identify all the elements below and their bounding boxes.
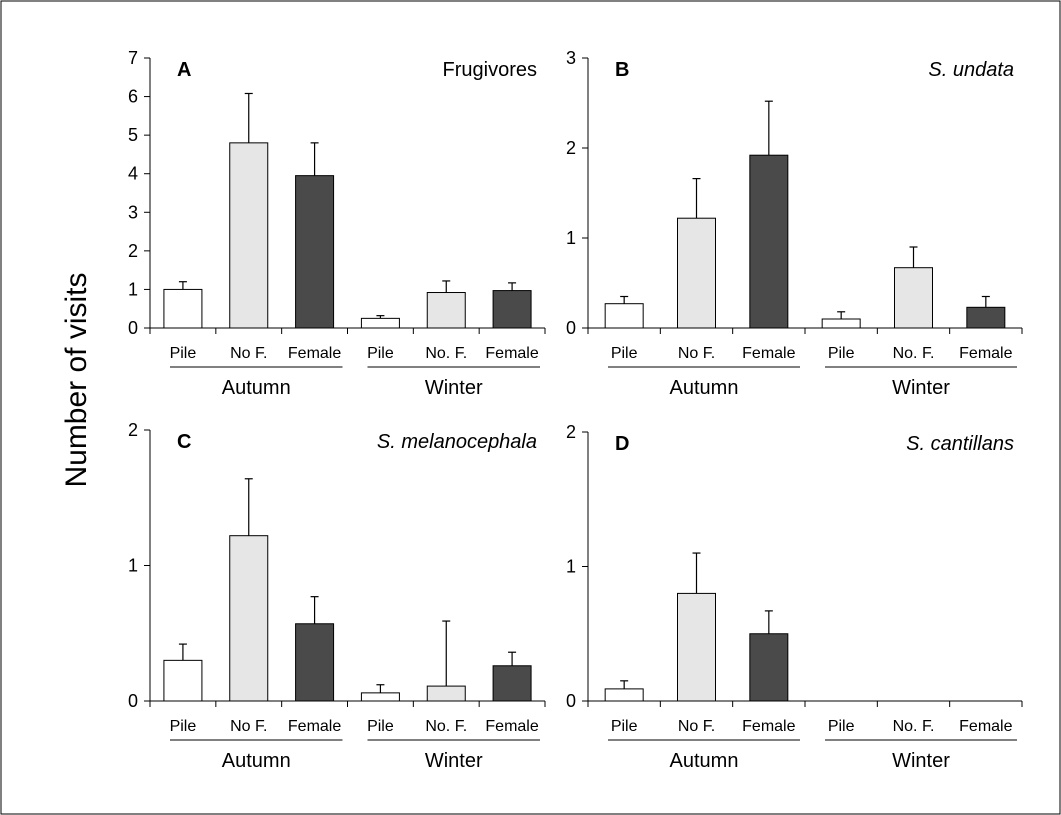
category-label: Pile [828, 345, 855, 362]
y-tick-label: 2 [128, 241, 138, 261]
y-axis-label: Number of visits [60, 272, 93, 487]
panel-a: 0 1 2 3 4 5 6 7 A Frugivores Pile No F. Female Autumn… [128, 48, 546, 399]
category-label: Pile [367, 718, 394, 735]
category-label: Pile [170, 345, 197, 362]
panel-title: S. cantillans [906, 433, 1014, 455]
group-label: Winter [892, 750, 950, 772]
group-label: Winter [425, 750, 483, 772]
y-tick-label: 1 [128, 556, 138, 576]
y-tick-label: 1 [566, 557, 576, 577]
group-label: Autumn [670, 377, 739, 399]
panel-letter: A [177, 59, 191, 81]
category-label: Female [288, 345, 341, 362]
bar [295, 623, 335, 702]
category-label: No F. [230, 345, 267, 362]
category-label: Pile [367, 345, 394, 362]
bar [426, 685, 466, 702]
bar [894, 267, 933, 329]
bar [966, 306, 1006, 329]
y-tick-label: 3 [128, 202, 138, 222]
bar [821, 318, 861, 329]
bar [749, 154, 789, 329]
category-label: Female [485, 345, 538, 362]
category-label: Pile [611, 718, 638, 735]
y-tick-label: 6 [128, 87, 138, 107]
category-label: Female [288, 718, 341, 735]
panel-c: 0 1 2 C S. melanocephala Pile No F. Female Autum… [128, 420, 546, 772]
bar [604, 303, 644, 329]
y-tick-label: 1 [566, 228, 576, 248]
bar [163, 659, 203, 702]
y-tick-label: 0 [566, 691, 576, 711]
category-label: No. F. [425, 718, 467, 735]
panel-letter: D [615, 433, 629, 455]
category-label: No. F. [425, 345, 467, 362]
category-label: Pile [611, 345, 638, 362]
category-label: Pile [170, 718, 197, 735]
group-label: Winter [892, 377, 950, 399]
category-label: No F. [678, 718, 715, 735]
bar [426, 292, 466, 329]
bar [492, 290, 532, 329]
category-label: Pile [828, 718, 855, 735]
y-tick-label: 0 [128, 691, 138, 711]
y-tick-label: 7 [128, 48, 138, 68]
bar [749, 633, 789, 702]
bar [163, 288, 203, 329]
bar [677, 592, 716, 702]
bar [229, 142, 269, 329]
y-tick-label: 2 [128, 420, 138, 440]
category-label: Female [742, 718, 795, 735]
y-tick-label: 2 [566, 138, 576, 158]
category-label: No F. [230, 718, 267, 735]
panel-title: S. undata [928, 59, 1014, 81]
group-label: Autumn [222, 377, 291, 399]
y-tick-label: 5 [128, 125, 138, 145]
group-label: Autumn [222, 750, 291, 772]
bar [604, 688, 644, 702]
bar [492, 665, 532, 702]
panel-letter: C [177, 431, 191, 453]
y-tick-label: 0 [566, 318, 576, 338]
category-label: Female [742, 345, 795, 362]
bar [677, 217, 716, 329]
group-label: Autumn [670, 750, 739, 772]
category-label: No. F. [893, 345, 935, 362]
bar [295, 175, 335, 329]
y-tick-label: 0 [128, 318, 138, 338]
panel-title: Frugivores [443, 59, 537, 81]
y-tick-label: 4 [128, 164, 138, 184]
bar [229, 535, 269, 702]
panel-title: S. melanocephala [377, 431, 537, 453]
bar [360, 317, 400, 329]
category-label: No F. [678, 345, 715, 362]
category-label: Female [959, 718, 1012, 735]
category-label: No. F. [893, 718, 935, 735]
category-label: Female [485, 718, 538, 735]
y-tick-label: 2 [566, 422, 576, 442]
group-label: Winter [425, 377, 483, 399]
bar [360, 692, 400, 702]
y-tick-label: 3 [566, 48, 576, 68]
category-label: Female [959, 345, 1012, 362]
y-tick-label: 1 [128, 279, 138, 299]
panel-letter: B [615, 59, 629, 81]
